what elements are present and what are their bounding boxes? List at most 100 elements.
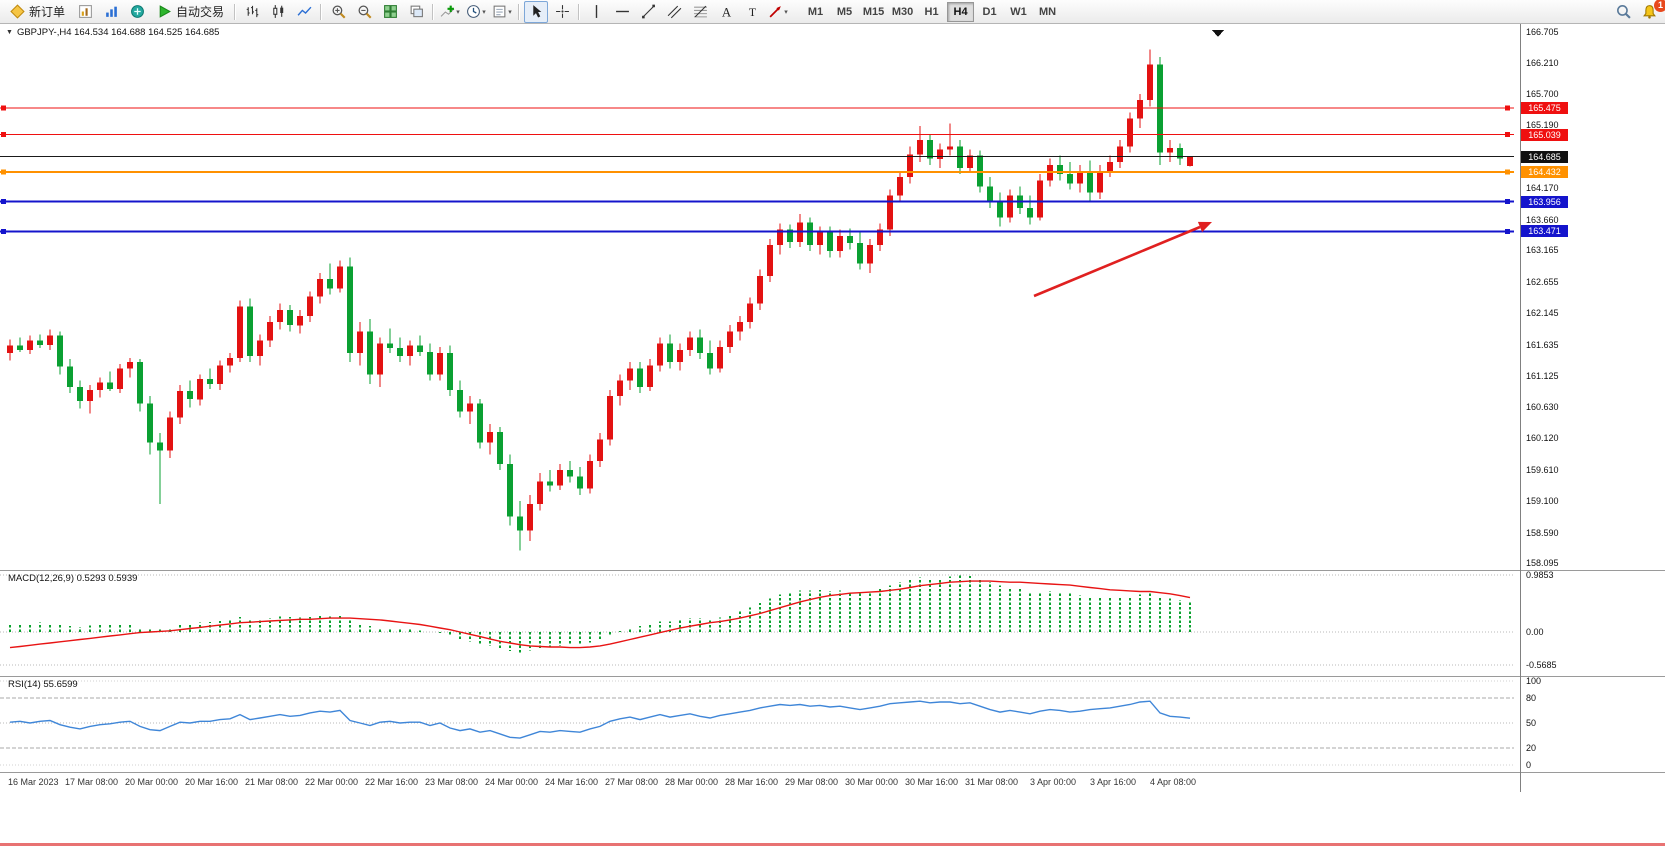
- chart-shift-marker[interactable]: [1212, 30, 1224, 37]
- arrows-button[interactable]: ▾: [766, 1, 790, 23]
- horizontal-level-line[interactable]: [0, 132, 1514, 138]
- templates-button[interactable]: ▾: [490, 1, 514, 23]
- timeframe-button-m30[interactable]: M30: [891, 5, 914, 18]
- price-axis-label: 161.635: [1526, 339, 1559, 350]
- price-level-badge: 165.475: [1521, 101, 1568, 114]
- cursor-button[interactable]: [524, 0, 549, 23]
- candlestick-icon: [272, 5, 283, 18]
- horizontal-level-line[interactable]: [0, 228, 1514, 234]
- price-axis[interactable]: 166.705 166.210 165.700 165.190 164.170 163.6…: [1520, 24, 1665, 792]
- trendline-button[interactable]: [636, 1, 660, 23]
- trendline-icon: [641, 4, 655, 19]
- price-level-badge: 164.432: [1521, 166, 1568, 179]
- zoom-out-icon: [358, 5, 372, 19]
- time-axis-label: 29 Mar 08:00: [785, 777, 839, 787]
- indicators-button[interactable]: ▾: [438, 1, 462, 23]
- dropdown-caret-icon[interactable]: ▾: [784, 8, 788, 16]
- periods-button[interactable]: ▾: [464, 1, 488, 23]
- timeframe-button-mn[interactable]: MN: [1038, 5, 1057, 18]
- notifications-button[interactable]: 1: [1637, 0, 1665, 23]
- time-axis-label: 30 Mar 00:00: [845, 777, 899, 787]
- hline-icon: [615, 10, 629, 13]
- horizontal-level-line[interactable]: [0, 199, 1514, 204]
- timeframe-button-d1[interactable]: D1: [982, 5, 997, 18]
- arrows-icon: [769, 6, 782, 18]
- time-axis-label: 27 Mar 08:00: [605, 777, 659, 787]
- channel-icon: [667, 5, 681, 19]
- fibonacci-button[interactable]: [688, 1, 712, 23]
- time-axis[interactable]: 16 Mar 2023 17 Mar 08:00 20 Mar 00:00 20 Ma…: [0, 772, 1665, 792]
- channel-button[interactable]: [662, 1, 686, 23]
- text-button[interactable]: A: [714, 1, 738, 23]
- time-axis-label: 20 Mar 16:00: [185, 777, 239, 787]
- macd-signal-line: [9, 580, 1191, 649]
- market-watch-button[interactable]: [99, 1, 123, 23]
- macd-panel-separator[interactable]: [0, 570, 1665, 571]
- dropdown-caret-icon[interactable]: ▾: [456, 8, 460, 16]
- dropdown-caret-icon[interactable]: ▾: [508, 8, 512, 16]
- chart-window: ▼ GBPJPY-,H4 164.534 164.688 164.525 164…: [0, 24, 1665, 846]
- price-axis-label: 159.610: [1526, 464, 1559, 475]
- rsi-panel-separator[interactable]: [0, 676, 1665, 677]
- dropdown-caret-icon[interactable]: ▾: [482, 8, 486, 16]
- bar-chart-icon: [246, 5, 258, 18]
- toolbar: 新订单 自动交易 ▾ ▾ ▾ A T ▾ M1 M5 M15 M30 H1 H4 D1 W1 MN 1: [0, 0, 1665, 24]
- new-order-button[interactable]: 新订单: [4, 1, 71, 23]
- template-icon: [493, 5, 506, 18]
- line-chart-button[interactable]: [292, 1, 316, 23]
- price-level-badge: 164.685: [1521, 150, 1568, 163]
- auto-trading-button[interactable]: 自动交易: [151, 1, 230, 23]
- timeframe-button-h1[interactable]: H1: [924, 5, 939, 18]
- rsi-axis-label: 20: [1526, 743, 1537, 754]
- time-axis-label: 24 Mar 16:00: [545, 777, 599, 787]
- price-axis-label: 161.125: [1526, 371, 1559, 382]
- vertical-line-button[interactable]: [584, 1, 608, 23]
- horizontal-line-button[interactable]: [610, 1, 634, 23]
- cascade-windows-button[interactable]: [404, 1, 428, 23]
- new-chart-button[interactable]: [73, 1, 97, 23]
- zoom-in-button[interactable]: [326, 1, 350, 23]
- horizontal-level-line[interactable]: [0, 169, 1514, 175]
- price-axis-label: 166.210: [1526, 57, 1559, 68]
- rsi-indicator-chart[interactable]: [0, 676, 1520, 772]
- svg-text:T: T: [748, 6, 755, 19]
- navigator-button[interactable]: [125, 1, 149, 23]
- zoom-in-icon: [332, 5, 346, 19]
- price-axis-label: 165.190: [1526, 120, 1559, 131]
- bar-chart-button[interactable]: [240, 1, 264, 23]
- new-chart-icon: [78, 5, 92, 18]
- label-button[interactable]: T: [740, 1, 764, 23]
- macd-header: MACD(12,26,9) 0.5293 0.5939: [8, 573, 138, 584]
- price-axis-label: 158.095: [1526, 558, 1559, 568]
- timeframe-button-m5[interactable]: M5: [836, 5, 853, 18]
- toolbar-separator: [432, 3, 435, 20]
- time-axis-label: 17 Mar 08:00: [65, 777, 119, 787]
- time-axis-separator: [0, 772, 1665, 773]
- timeframe-button-w1[interactable]: W1: [1010, 5, 1027, 18]
- text-icon: A: [721, 5, 731, 19]
- symbol-ohlc-text: GBPJPY-,H4 164.534 164.688 164.525 164.6…: [16, 27, 220, 38]
- rsi-axis-label: 50: [1526, 718, 1537, 728]
- search-button[interactable]: [1611, 1, 1635, 23]
- trend-arrow-annotation[interactable]: [1033, 221, 1212, 298]
- timeframe-button-m1[interactable]: M1: [807, 5, 824, 18]
- candlestick-chart[interactable]: [0, 24, 1520, 570]
- time-axis-label: 23 Mar 08:00: [425, 777, 479, 787]
- clock-icon: [467, 5, 481, 18]
- zoom-out-button[interactable]: [352, 1, 376, 23]
- new-order-button-label: 新订单: [29, 5, 66, 19]
- toolbar-separator: [578, 3, 581, 20]
- timeframe-button-m15[interactable]: M15: [862, 5, 885, 18]
- timeframe-button-h4[interactable]: H4: [947, 1, 975, 22]
- navigator-icon: [130, 5, 144, 18]
- crosshair-button[interactable]: [550, 1, 574, 23]
- macd-axis-label: -0.5685: [1526, 659, 1557, 670]
- candlestick-button[interactable]: [266, 1, 290, 23]
- tile-windows-button[interactable]: [378, 1, 402, 23]
- macd-indicator-chart[interactable]: [0, 570, 1520, 676]
- price-level-badge: 163.956: [1521, 195, 1568, 208]
- crosshair-icon: [555, 5, 569, 18]
- horizontal-level-line[interactable]: [0, 105, 1514, 111]
- candles: [7, 49, 1193, 551]
- symbol-dropdown-icon[interactable]: ▼: [6, 29, 13, 36]
